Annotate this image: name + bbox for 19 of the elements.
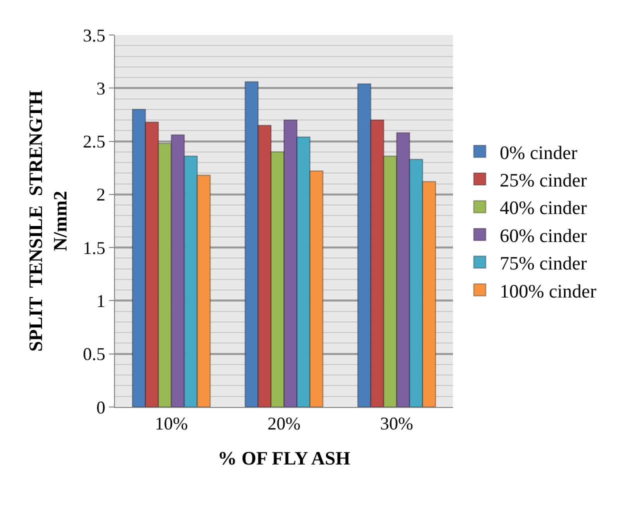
legend-label: 25% cinder <box>500 170 588 192</box>
legend-label: 40% cinder <box>500 198 588 220</box>
x-tick-label: 20% <box>268 414 300 434</box>
y-axis-title: SPLIT TENSILE STRENGTH N/mm2 <box>26 90 72 352</box>
legend-label: 0% cinder <box>500 142 578 164</box>
legend-label: 75% cinder <box>500 254 588 275</box>
y-tick-label: 3.5 <box>82 25 106 46</box>
x-axis-title: % OF FLY ASH <box>218 448 350 470</box>
y-tick-label: 0.5 <box>82 344 106 364</box>
legend-label: 100% cinder <box>500 281 597 302</box>
legend-label: 60% cinder <box>500 226 588 247</box>
x-tick-label: 30% <box>380 414 414 434</box>
y-tick-label: 1.5 <box>82 238 106 258</box>
y-tick-label: 0 <box>96 397 106 418</box>
y-tick-label: 2.5 <box>82 132 106 152</box>
y-tick-label: 2 <box>96 184 106 205</box>
y-tick-label: 3 <box>96 78 106 98</box>
y-tick-label: 1 <box>96 291 106 312</box>
x-tick-label: 10% <box>154 414 188 434</box>
